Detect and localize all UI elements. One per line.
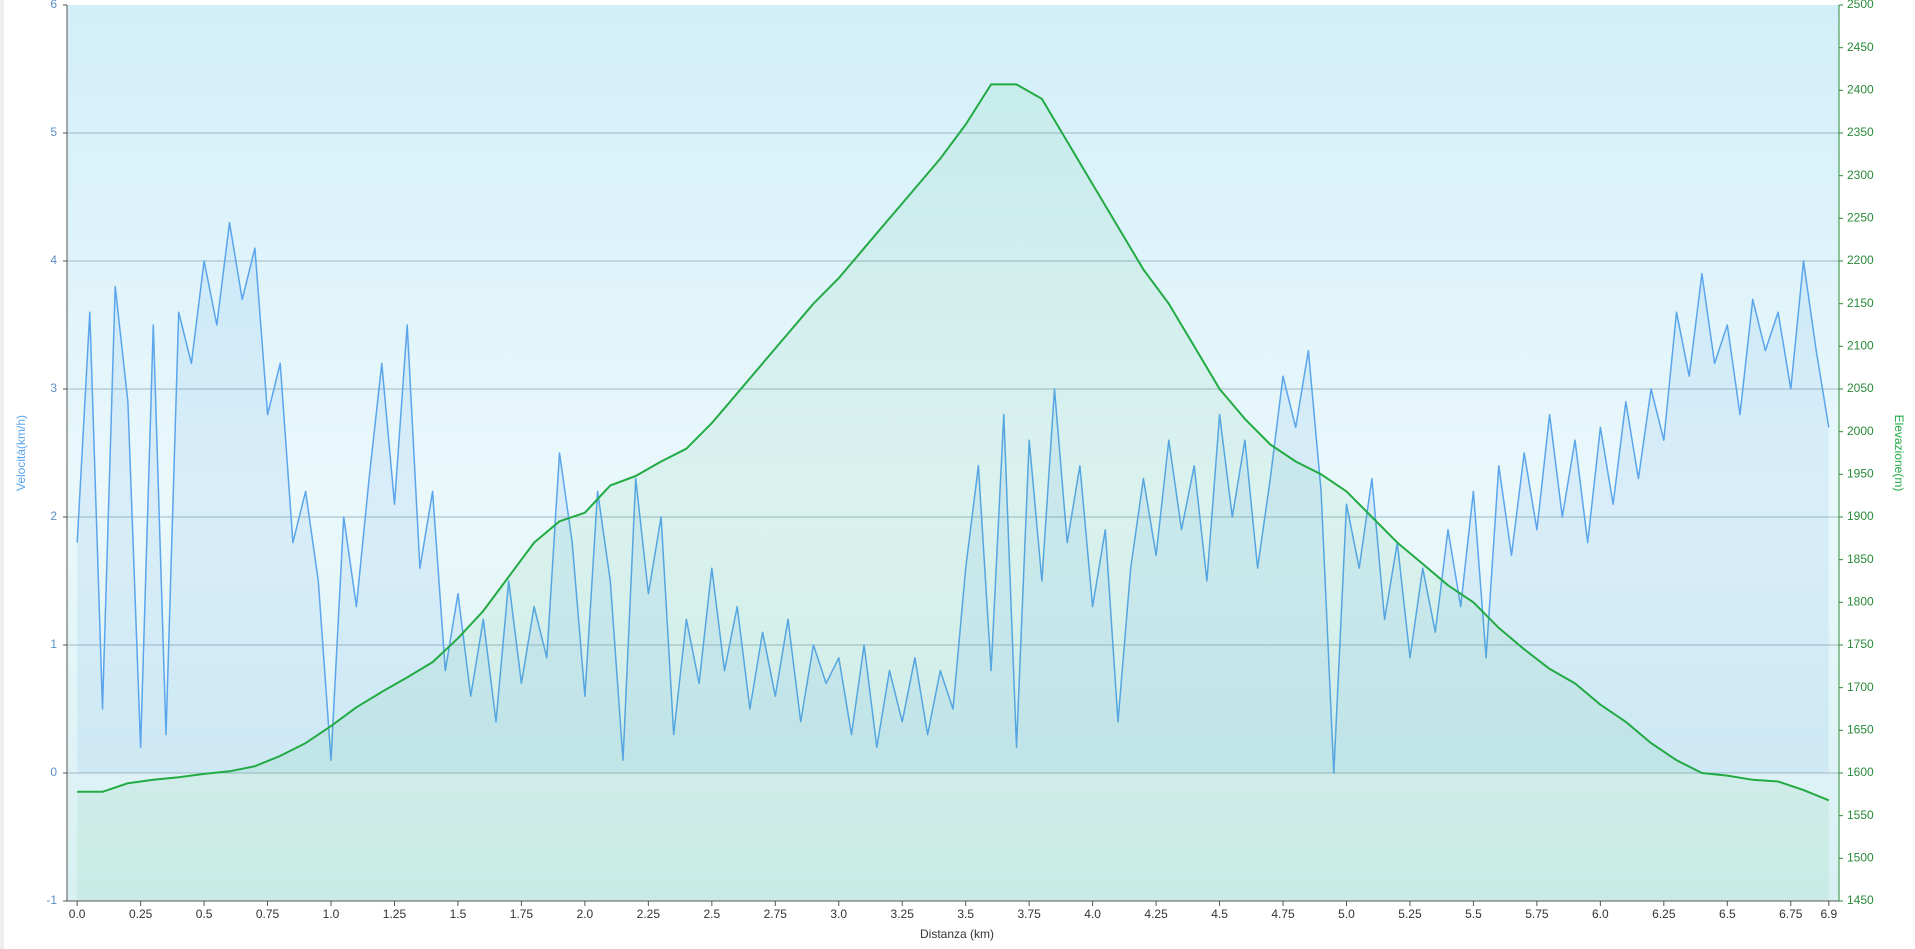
x-tick-label: 2.75 (764, 907, 788, 921)
y-axis-title: Velocità(km/h) (14, 415, 28, 491)
x-tick-label: 6.5 (1719, 907, 1736, 921)
y2-axis-title: Elevazione(m) (1892, 415, 1906, 492)
y2-tick-label: 1900 (1847, 509, 1874, 523)
x-tick-label: 1.25 (383, 907, 407, 921)
y2-tick-label: 2450 (1847, 40, 1874, 54)
x-tick-label: 3.5 (957, 907, 974, 921)
y2-tick-label: 1950 (1847, 467, 1874, 481)
y2-tick-label: 1700 (1847, 680, 1874, 694)
x-tick-label: 5.75 (1525, 907, 1549, 921)
y2-tick-label: 1500 (1847, 851, 1874, 865)
y2-tick-label: 1850 (1847, 552, 1874, 566)
area-fill (77, 84, 1829, 901)
y2-tick-label: 1750 (1847, 637, 1874, 651)
y-tick-label: 6 (50, 0, 57, 11)
x-tick-label: 3.25 (891, 907, 915, 921)
x-tick-label: 2.0 (577, 907, 594, 921)
y2-tick-label: 2100 (1847, 339, 1874, 353)
x-tick-label: 6.25 (1652, 907, 1676, 921)
x-axis-title: Distanza (km) (920, 927, 994, 941)
plot-layer (67, 83, 1839, 901)
x-tick-label: 4.5 (1211, 907, 1228, 921)
x-tick-label: 6.75 (1779, 907, 1803, 921)
speed-line (76, 221, 1830, 774)
x-tick-label: 1.5 (450, 907, 467, 921)
y2-tick-label: 1600 (1847, 765, 1874, 779)
y2-tick-label: 2350 (1847, 125, 1874, 139)
y2-tick-label: 1650 (1847, 723, 1874, 737)
y-tick-label: 2 (50, 509, 57, 523)
x-tick-label: 2.25 (637, 907, 661, 921)
y-tick-label: 1 (50, 637, 57, 651)
x-tick-label: 4.75 (1271, 907, 1295, 921)
x-tick-label: 2.5 (703, 907, 720, 921)
x-tick-label: 1.0 (323, 907, 340, 921)
x-tick-label: 3.75 (1017, 907, 1041, 921)
y2-tick-label: 2300 (1847, 168, 1874, 182)
y2-tick-label: 2150 (1847, 296, 1874, 310)
x-tick-label: 5.25 (1398, 907, 1422, 921)
y-tick-label: 5 (50, 125, 57, 139)
y-tick-label: -1 (46, 893, 57, 907)
y2-tick-label: 1550 (1847, 808, 1874, 822)
y-tick-label: 3 (50, 381, 57, 395)
y2-tick-label: 2050 (1847, 381, 1874, 395)
y2-tick-label: 1450 (1847, 893, 1874, 907)
y2-tick-label: 2000 (1847, 424, 1874, 438)
x-tick-label: 5.0 (1338, 907, 1355, 921)
y-tick-label: 0 (50, 765, 57, 779)
x-tick-label: 4.25 (1144, 907, 1168, 921)
x-tick-label: 0.0 (69, 907, 86, 921)
x-tick-label: 0.75 (256, 907, 280, 921)
x-tick-label: 3.0 (830, 907, 847, 921)
x-tick-label: 4.0 (1084, 907, 1101, 921)
y2-tick-label: 1800 (1847, 595, 1874, 609)
y-tick-label: 4 (50, 253, 57, 267)
y2-tick-label: 2500 (1847, 0, 1874, 11)
page-edge (0, 0, 4, 949)
plot-background (67, 5, 1839, 901)
x-tick-label: 0.25 (129, 907, 153, 921)
x-tick-label: 0.5 (196, 907, 213, 921)
y2-tick-label: 2250 (1847, 211, 1874, 225)
x-tick-label: 1.75 (510, 907, 534, 921)
y2-tick-label: 2400 (1847, 83, 1874, 97)
x-tick-label: 5.5 (1465, 907, 1482, 921)
y2-tick-label: 2200 (1847, 253, 1874, 267)
elevation-line (77, 83, 1830, 802)
x-tick-label: 6.9 (1821, 907, 1838, 921)
x-tick-label: 6.0 (1592, 907, 1609, 921)
